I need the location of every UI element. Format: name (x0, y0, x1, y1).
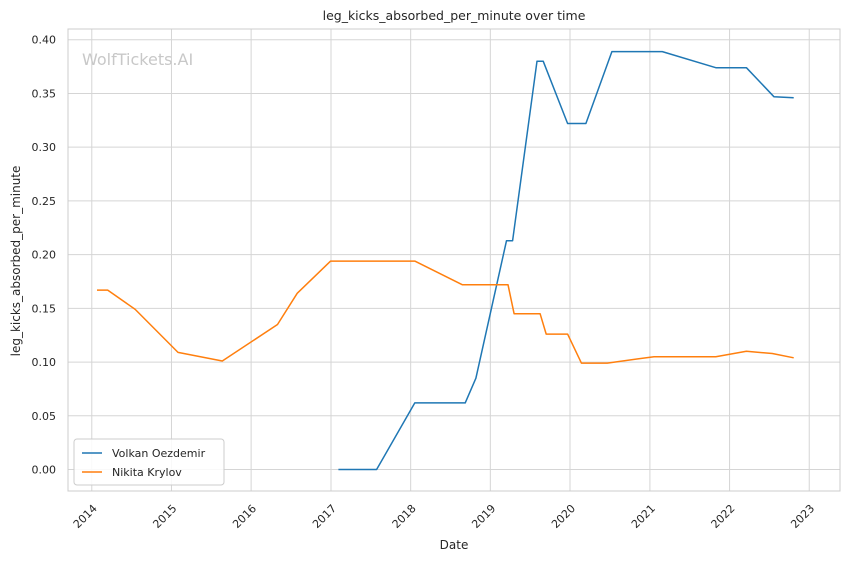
legend: Volkan Oezdemir Nikita Krylov (73, 438, 225, 486)
watermark: WolfTickets.AI (82, 50, 193, 69)
y-tick-label: 0.00 (32, 464, 57, 477)
x-axis-label: Date (440, 538, 469, 552)
y-tick-label: 0.15 (32, 302, 57, 315)
series-line (338, 50, 794, 471)
plot-frame (67, 28, 841, 492)
y-tick-label: 0.20 (32, 249, 57, 262)
y-tick-label: 0.10 (32, 356, 57, 369)
grid-lines (68, 29, 840, 491)
chart-title: leg_kicks_absorbed_per_minute over time (323, 8, 586, 23)
y-tick-label: 0.30 (32, 141, 57, 154)
y-tick-label: 0.05 (32, 410, 57, 423)
legend-entry: Nikita Krylov (112, 466, 182, 479)
legend-box (73, 438, 225, 486)
series-layer (97, 50, 794, 471)
y-axis-label: leg_kicks_absorbed_per_minute (9, 166, 23, 357)
y-tick-label: 0.40 (32, 34, 57, 47)
legend-entry: Volkan Oezdemir (112, 447, 206, 460)
y-tick-label: 0.25 (32, 195, 57, 208)
y-tick-label: 0.35 (32, 87, 57, 100)
series-line (97, 260, 794, 364)
y-tick-labels: 0.00 0.05 0.10 0.15 0.20 0.25 0.30 0.35 0.40 (32, 34, 57, 477)
